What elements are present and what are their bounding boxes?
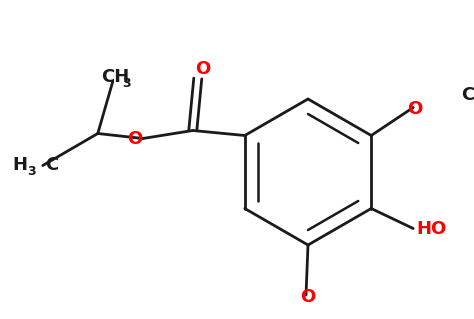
Text: O: O bbox=[127, 130, 142, 149]
Text: CH: CH bbox=[461, 86, 474, 105]
Text: C: C bbox=[45, 157, 58, 174]
Text: H: H bbox=[13, 157, 28, 174]
Text: O: O bbox=[408, 100, 423, 118]
Text: 3: 3 bbox=[122, 77, 131, 90]
Text: O: O bbox=[195, 60, 210, 78]
Text: O: O bbox=[301, 288, 316, 306]
Text: 3: 3 bbox=[27, 165, 36, 178]
Text: CH: CH bbox=[100, 69, 129, 86]
Text: HO: HO bbox=[416, 219, 447, 238]
